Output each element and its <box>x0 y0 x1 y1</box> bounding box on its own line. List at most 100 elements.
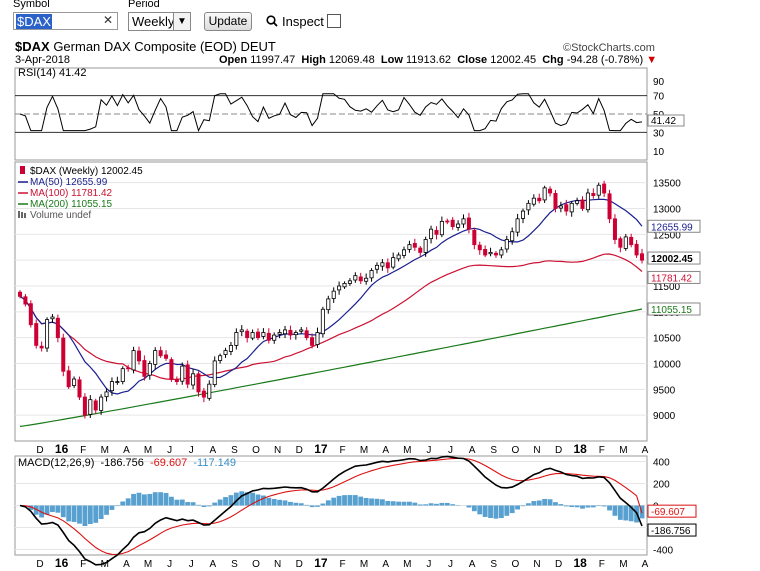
candle-body <box>239 329 244 333</box>
macd-histogram-bar <box>228 495 234 506</box>
price-tick-label: 10500 <box>653 334 681 345</box>
legend-label: Volume undef <box>30 210 91 221</box>
candle-body <box>136 350 141 362</box>
candle-body <box>23 296 28 305</box>
period-select[interactable]: Weekly ▼ <box>128 12 191 31</box>
candle-body <box>55 317 60 339</box>
rsi-line <box>19 93 643 132</box>
macd-histogram-bar <box>33 505 39 515</box>
candle-body <box>499 249 504 256</box>
candle-body <box>429 228 434 240</box>
macd-histogram-bar <box>450 504 456 506</box>
macd-histogram-bar <box>298 503 304 506</box>
macd-histogram-bar <box>50 505 55 512</box>
macd-histogram-bar <box>131 493 136 506</box>
macd-histogram-bar <box>77 505 82 524</box>
macd-histogram-bar <box>87 505 93 524</box>
macd-signal-value: -69.607 <box>150 457 187 469</box>
macd-histogram-bar <box>601 505 607 507</box>
candle-body <box>185 364 190 385</box>
macd-histogram-bar <box>55 505 61 513</box>
candle-body <box>212 360 217 385</box>
ohlc-summary: Open 11997.47 High 12069.48 Low 11913.62… <box>219 54 657 66</box>
candle-body <box>391 257 396 268</box>
value-label: 11055.15 <box>651 305 692 316</box>
macd-histogram-bar <box>504 505 510 516</box>
rsi-tick-label: 90 <box>653 77 665 88</box>
macd-histogram-bar <box>255 494 261 506</box>
x-axis-label: D <box>36 559 43 570</box>
x-axis-label: D <box>555 559 562 570</box>
macd-histogram-bar <box>623 505 629 521</box>
candle-body <box>580 199 585 209</box>
rsi-tick-label: 10 <box>653 147 665 158</box>
x-axis-label: O <box>252 445 260 456</box>
macd-histogram-bar <box>304 504 310 506</box>
macd-histogram-bar <box>71 505 77 522</box>
macd-histogram-bar <box>190 502 196 506</box>
legend-swatch <box>18 211 20 218</box>
chg-value: -94.28 (-0.78%) <box>566 54 644 66</box>
candle-body <box>93 400 98 411</box>
candle-body <box>120 368 125 382</box>
price-tick-label: 11500 <box>653 282 681 293</box>
x-axis-label: J <box>426 559 431 570</box>
symbol-input[interactable]: $DAX ✕ <box>13 12 118 30</box>
macd-histogram-bar <box>531 501 537 506</box>
macd-histogram-bar <box>590 505 596 508</box>
clear-icon[interactable]: ✕ <box>102 13 113 27</box>
x-axis-label: S <box>490 445 497 456</box>
candle-body <box>61 337 66 372</box>
x-axis-label: M <box>360 445 368 456</box>
candle-body <box>218 355 223 361</box>
exchange: DEUT <box>240 39 276 54</box>
candle-body <box>337 285 342 291</box>
x-axis-label: M <box>360 559 368 570</box>
candle-body <box>28 303 33 326</box>
x-axis-label: A <box>642 559 649 570</box>
candle-body <box>255 331 260 339</box>
candle-body <box>201 390 206 398</box>
candle-body <box>99 396 104 411</box>
chg-label: Chg <box>542 54 564 66</box>
x-axis-label: 17 <box>314 556 328 570</box>
value-label: 12655.99 <box>651 222 693 233</box>
candle-body <box>234 332 239 346</box>
candle-body <box>445 220 450 223</box>
symbol-input-value: $DAX <box>16 14 52 29</box>
x-axis-label: J <box>426 445 431 456</box>
candle-body <box>115 381 120 383</box>
x-axis-label: A <box>469 445 476 456</box>
macd-histogram-bar <box>169 496 174 506</box>
x-axis-label: A <box>382 559 389 570</box>
candle-body <box>483 249 488 256</box>
x-axis-label: 17 <box>314 442 328 456</box>
update-button[interactable]: Update <box>204 12 252 31</box>
x-axis-label: D <box>36 445 43 456</box>
macd-histogram-bar <box>233 492 239 506</box>
candle-body <box>439 221 444 236</box>
macd-histogram-bar <box>526 503 531 506</box>
symbol-label: Symbol <box>13 0 50 10</box>
candle-body <box>77 379 82 398</box>
macd-histogram-bar <box>352 495 358 506</box>
candle-body <box>450 219 455 227</box>
candle-body <box>585 192 590 211</box>
x-axis-label: M <box>144 445 152 456</box>
chevron-down-icon[interactable]: ▼ <box>173 13 190 30</box>
rsi-tick-label: 30 <box>653 128 665 139</box>
macd-histogram-bar <box>282 500 288 506</box>
macd-histogram-bar <box>288 501 293 506</box>
candle-body <box>34 323 39 346</box>
macd-tick-label: -400 <box>653 546 673 557</box>
period-label: Period <box>128 0 160 10</box>
candle-body <box>374 264 379 270</box>
macd-histogram-bar <box>60 505 66 518</box>
candle-body <box>369 270 374 279</box>
macd-histogram-bar <box>104 505 109 515</box>
ma200-line <box>19 308 643 428</box>
candle-body <box>461 218 466 225</box>
inspect-checkbox[interactable] <box>327 14 341 28</box>
macd-histogram-bar <box>93 505 99 523</box>
macd-histogram-bar <box>217 499 223 506</box>
